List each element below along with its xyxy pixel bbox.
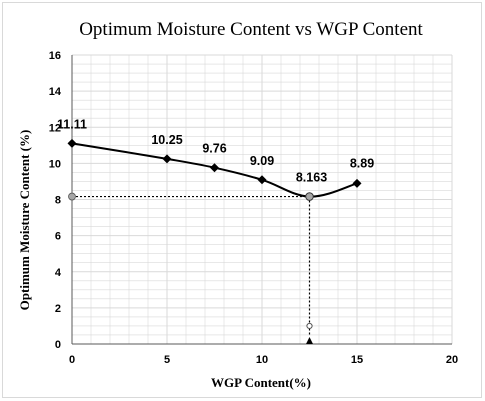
y-tick-label: 16 — [49, 50, 61, 62]
data-point-marker — [162, 154, 172, 164]
data-point-marker — [257, 175, 267, 185]
y-tick-label: 2 — [55, 303, 61, 315]
y-axis-title: Optimum Moisture Content (%) — [17, 130, 32, 311]
data-label: 10.25 — [151, 133, 182, 147]
line-chart: 0 5 10 15 20 0 2 4 6 8 10 12 14 16 11.11 10.25 9.76 9.09… — [17, 19, 458, 390]
x-axis-title: WGP Content(%) — [211, 375, 311, 390]
x-tick-label: 15 — [351, 354, 363, 366]
chart-frame: 0 5 10 15 20 0 2 4 6 8 10 12 14 16 11.11 10.25 9.76 9.09… — [2, 2, 482, 398]
tick-labels: 0 5 10 15 20 0 2 4 6 8 10 12 14 16 — [49, 50, 458, 366]
y-tick-label: 10 — [49, 158, 61, 170]
data-labels: 11.11 10.25 9.76 9.09 8.163 8.89 — [57, 117, 374, 184]
series — [67, 138, 362, 201]
data-label: 9.76 — [202, 142, 226, 156]
y-tick-label: 0 — [55, 339, 61, 351]
y-tick-label: 4 — [55, 267, 62, 279]
guide-arrow-marker — [306, 337, 313, 344]
data-point-marker — [210, 163, 219, 173]
x-tick-label: 5 — [164, 354, 170, 366]
y-tick-label: 12 — [49, 122, 61, 134]
chart-title: Optimum Moisture Content vs WGP Content — [79, 19, 423, 40]
guide-lines — [68, 192, 313, 344]
data-label: 8.163 — [296, 171, 327, 185]
data-label: 11.11 — [57, 117, 87, 131]
y-tick-label: 8 — [55, 195, 61, 207]
y-tick-label: 14 — [49, 86, 62, 98]
x-tick-label: 20 — [446, 354, 458, 366]
data-point-marker — [67, 138, 77, 148]
data-label: 9.09 — [250, 154, 274, 168]
y-tick-label: 6 — [55, 231, 61, 243]
data-point-marker — [352, 178, 362, 188]
x-tick-label: 0 — [69, 354, 75, 366]
guide-mid-marker — [306, 322, 313, 330]
data-label: 8.89 — [350, 156, 374, 170]
grid — [71, 54, 453, 345]
x-tick-label: 10 — [256, 354, 268, 366]
data-point-marker — [305, 192, 314, 201]
guide-start-marker — [68, 192, 76, 201]
